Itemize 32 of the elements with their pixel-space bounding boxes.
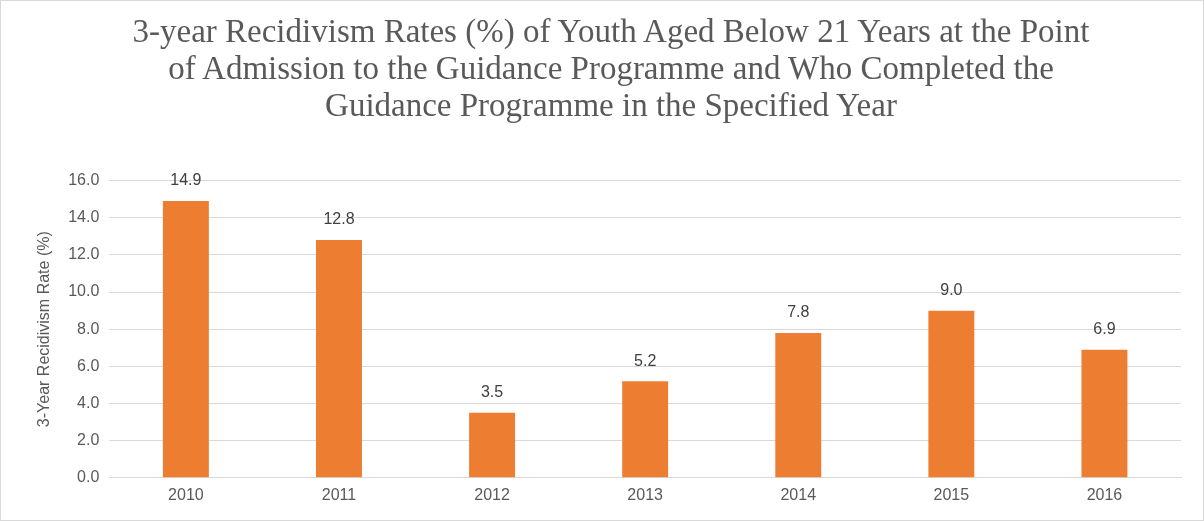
x-tick-label: 2016 xyxy=(1086,485,1123,503)
x-tick-label: 2015 xyxy=(933,485,970,503)
y-tick-label: 0.0 xyxy=(77,468,100,486)
y-tick-label: 12.0 xyxy=(68,245,100,263)
x-tick-label: 2014 xyxy=(780,485,817,503)
bar xyxy=(928,310,975,478)
bar xyxy=(1081,349,1128,478)
x-tick-label: 2012 xyxy=(474,485,510,503)
x-tick-label: 2013 xyxy=(627,485,664,503)
y-tick-label: 2.0 xyxy=(77,431,100,449)
data-label: 14.9 xyxy=(170,171,202,189)
data-label: 9.0 xyxy=(940,281,963,299)
y-tick-label: 14.0 xyxy=(68,208,100,226)
y-tick-label: 8.0 xyxy=(77,319,100,337)
x-tick-label: 2011 xyxy=(321,485,357,503)
bar xyxy=(469,412,516,478)
y-axis-title: 3-Year Recidivism Rate (%) xyxy=(35,231,53,428)
bar xyxy=(775,332,822,478)
data-label: 12.8 xyxy=(323,210,355,228)
bar xyxy=(316,240,362,478)
bar xyxy=(622,381,669,478)
data-label: 7.8 xyxy=(787,303,810,321)
chart-title: 3-year Recidivism Rates (%) of Youth Aged Below 21 Years at the Point of Admission to the Guidance Programme and Who Completed the Guidance Programme in the Specified Year xyxy=(131,13,1091,124)
data-label: 3.5 xyxy=(480,383,504,401)
y-tick-label: 10.0 xyxy=(68,282,100,300)
data-label: 6.9 xyxy=(1093,320,1116,338)
data-label: 5.2 xyxy=(634,351,657,369)
y-tick-label: 16.0 xyxy=(68,171,100,189)
x-tick-label: 2010 xyxy=(168,485,204,503)
y-tick-label: 4.0 xyxy=(77,393,100,411)
bar xyxy=(162,201,209,478)
y-tick-label: 6.0 xyxy=(77,356,100,374)
